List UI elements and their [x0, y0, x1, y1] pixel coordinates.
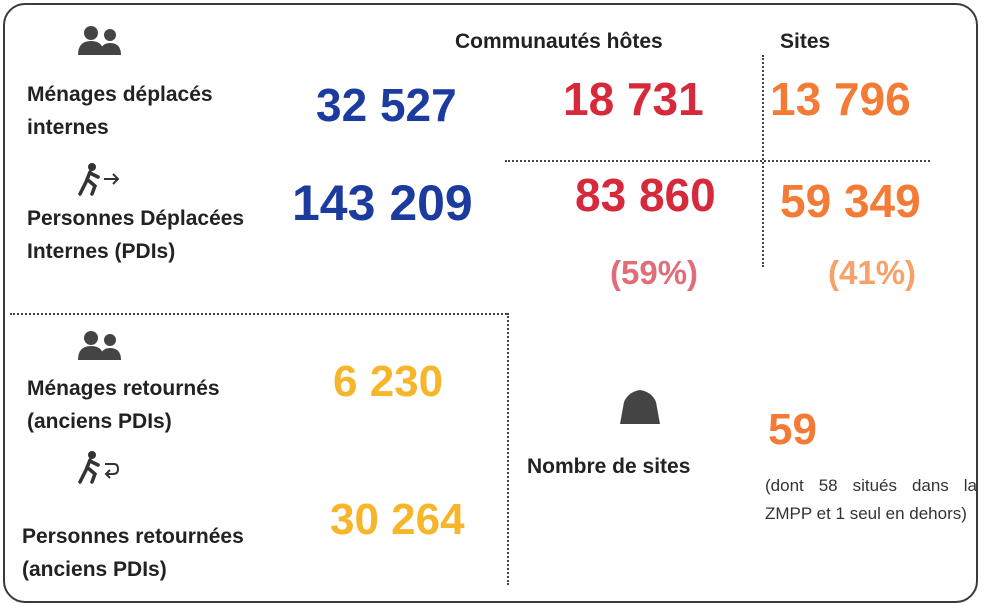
label: Ménages retournés (anciens PDIs) [27, 377, 220, 433]
divider [507, 313, 509, 585]
returning-icon [78, 451, 120, 484]
heading: Communautés hôtes [455, 30, 663, 53]
value: 83 860 [575, 169, 716, 221]
people-icon [78, 331, 121, 360]
tent-icon [620, 390, 660, 424]
infographic: Ménages déplacés internes 32 527 Personn… [3, 3, 978, 603]
value: 143 209 [292, 175, 473, 231]
value: 30 264 [330, 495, 465, 544]
note: (dont 58 situés dans la ZMPP et 1 seul e… [765, 476, 977, 523]
label: Nombre de sites [527, 455, 691, 478]
value: 32 527 [316, 79, 457, 131]
label: Personnes retournées (anciens PDIs) [22, 525, 244, 581]
share: (59%) [610, 254, 699, 291]
divider [10, 313, 507, 315]
value: 59 349 [780, 175, 921, 227]
heading: Sites [780, 30, 831, 53]
value: 6 230 [333, 357, 444, 406]
value: 13 796 [770, 73, 911, 125]
value: 18 731 [563, 73, 704, 125]
people-icon [78, 26, 121, 55]
walking-icon [78, 163, 120, 196]
value: 59 [768, 405, 817, 454]
label: Ménages déplacés internes [27, 83, 213, 139]
share: (41%) [828, 254, 917, 291]
divider [505, 160, 930, 162]
label: Personnes Déplacées Internes (PDIs) [27, 207, 245, 263]
